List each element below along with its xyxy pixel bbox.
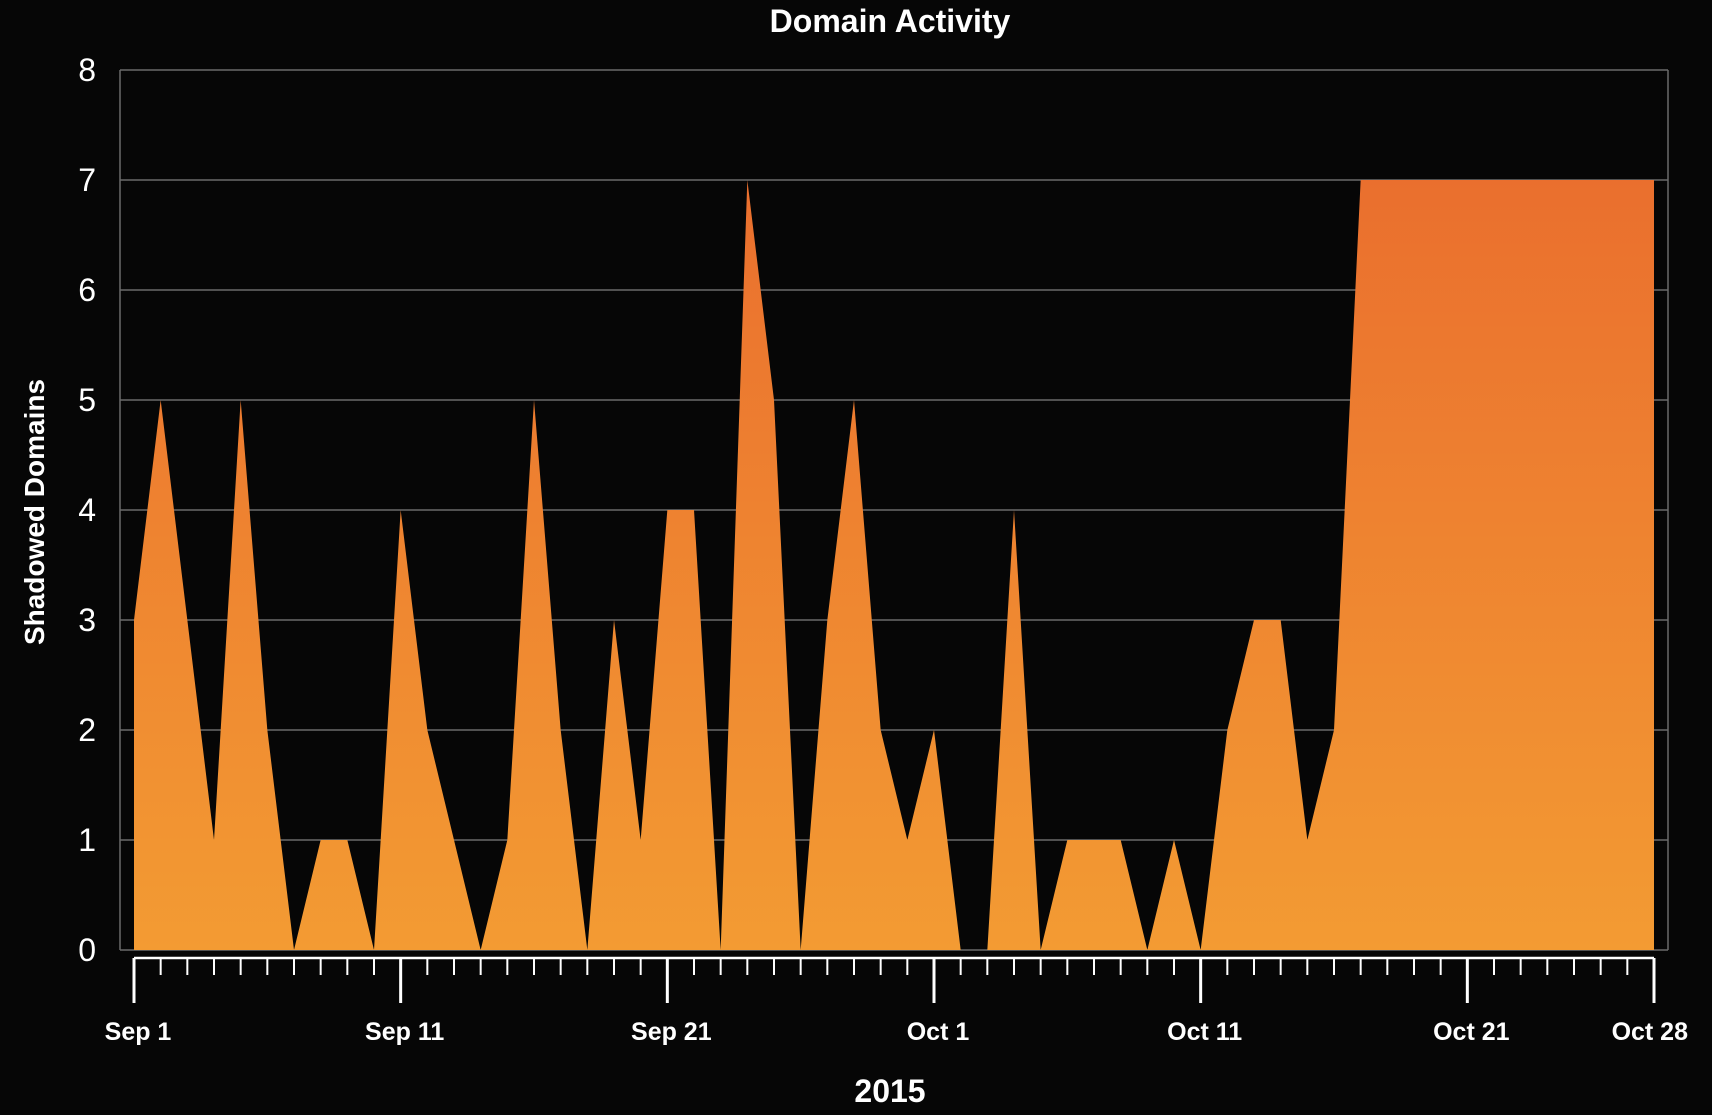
y-tick-label: 0 xyxy=(78,932,96,968)
y-axis: 0 1 2 3 4 5 6 7 8 xyxy=(78,52,96,968)
x-tick-label: Sep 21 xyxy=(631,1018,712,1046)
x-tick-label: Oct 21 xyxy=(1433,1018,1510,1046)
x-tick-label: Oct 1 xyxy=(907,1018,970,1046)
x-axis: Sep 1 Sep 11 Sep 21 Oct 1 Oct 11 Oct 21 Oct 28 xyxy=(105,956,1689,1046)
x-axis-label: 2015 xyxy=(854,1073,925,1109)
y-tick-label: 8 xyxy=(78,52,96,88)
x-tick-label: Oct 11 xyxy=(1167,1018,1242,1046)
y-tick-label: 6 xyxy=(78,272,96,308)
y-tick-label: 4 xyxy=(78,492,96,528)
area-series xyxy=(134,180,1654,950)
y-axis-label: Shadowed Domains xyxy=(19,379,50,645)
x-tick-label: Sep 11 xyxy=(365,1018,444,1046)
y-tick-label: 2 xyxy=(78,712,96,748)
x-tick-label: Oct 28 xyxy=(1612,1018,1689,1046)
chart-title: Domain Activity xyxy=(770,3,1011,39)
x-tick-label: Sep 1 xyxy=(105,1018,172,1046)
y-tick-label: 7 xyxy=(78,162,96,198)
area-layer xyxy=(134,180,1654,950)
y-tick-label: 5 xyxy=(78,382,96,418)
y-tick-label: 3 xyxy=(78,602,96,638)
y-tick-label: 1 xyxy=(78,822,96,858)
